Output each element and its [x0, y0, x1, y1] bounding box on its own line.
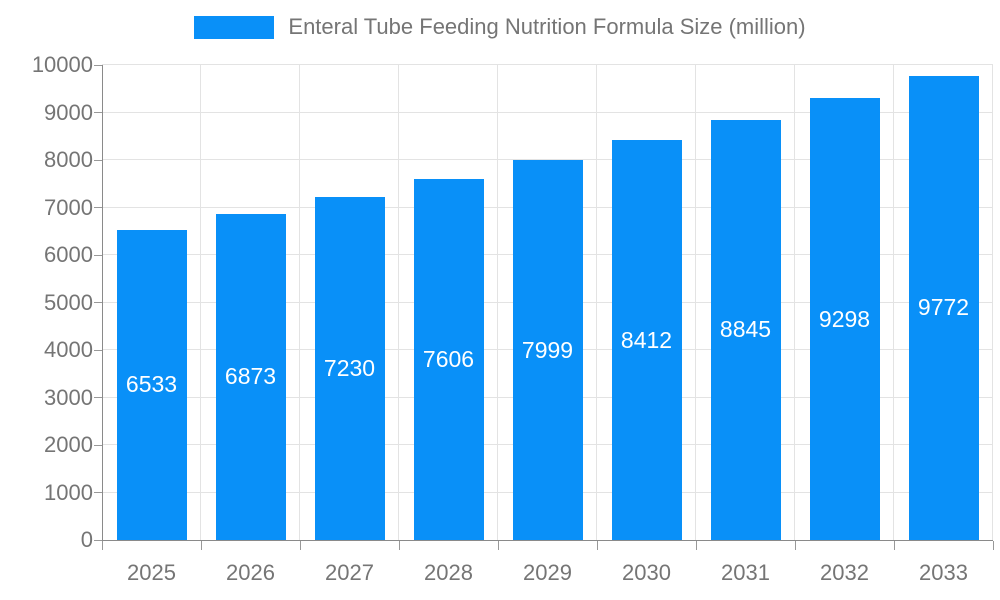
y-tick [94, 207, 102, 208]
x-axis-label: 2028 [424, 560, 473, 585]
bar[interactable]: 9772 [908, 75, 979, 540]
x-axis-label: 2031 [721, 560, 770, 585]
x-tick [498, 541, 499, 550]
y-tick [94, 64, 102, 66]
x-axis-label: 2025 [127, 560, 176, 585]
y-axis-label: 10000 [31, 52, 93, 77]
x-tick [102, 541, 103, 550]
y-tick [94, 302, 102, 303]
gridline-horizontal [102, 64, 993, 65]
y-axis-label: 0 [80, 527, 93, 552]
x-axis-label: 2026 [226, 560, 275, 585]
x-tick [795, 541, 796, 550]
bar-value-label: 8412 [620, 326, 673, 353]
y-axis-label: 4000 [44, 337, 93, 362]
y-axis-label: 8000 [44, 147, 93, 172]
gridline-vertical [794, 65, 795, 540]
y-tick [94, 539, 102, 541]
y-axis-label: 7000 [44, 194, 93, 220]
bar-value-label: 8845 [719, 316, 772, 343]
bar-value-label: 6873 [224, 363, 277, 390]
x-axis-label: 2030 [622, 560, 671, 585]
y-tick [94, 112, 102, 113]
gridline-horizontal [102, 111, 993, 113]
x-axis-label: 2032 [820, 560, 869, 585]
y-tick [94, 397, 102, 398]
x-tick [696, 541, 697, 550]
gridline-vertical [596, 65, 597, 540]
bar[interactable]: 8412 [611, 140, 682, 540]
x-tick [201, 541, 202, 550]
y-tick [94, 349, 102, 351]
bar[interactable]: 7230 [314, 196, 385, 540]
bar-value-label: 7999 [521, 336, 574, 363]
chart-legend: Enteral Tube Feeding Nutrition Formula S… [0, 14, 1000, 40]
gridline-vertical [398, 65, 399, 540]
x-axis-label: 2029 [523, 560, 572, 585]
x-axis-label: 2033 [919, 560, 968, 585]
y-axis-label: 6000 [44, 242, 93, 267]
bar[interactable]: 8845 [710, 119, 781, 540]
gridline-vertical [299, 65, 300, 540]
y-axis-label: 2000 [44, 432, 93, 457]
x-tick [894, 541, 895, 550]
y-axis-label: 1000 [44, 479, 93, 505]
gridline-vertical [893, 65, 894, 540]
gridline-vertical [497, 65, 498, 540]
bar-value-label: 6533 [125, 371, 178, 398]
x-tick [399, 541, 400, 550]
bar-value-label: 9298 [818, 305, 871, 332]
y-axis-label: 3000 [44, 384, 93, 410]
gridline-vertical [200, 65, 201, 540]
x-tick [597, 541, 598, 550]
x-axis-line [102, 540, 993, 541]
legend-label: Enteral Tube Feeding Nutrition Formula S… [288, 14, 806, 39]
x-tick [300, 541, 301, 550]
bar[interactable]: 6873 [215, 213, 286, 540]
x-tick [993, 541, 994, 550]
y-axis-line [102, 65, 103, 540]
bar-value-label: 9772 [917, 294, 970, 321]
gridline-horizontal [102, 159, 993, 160]
y-tick [94, 492, 102, 493]
y-tick [94, 159, 102, 161]
bar[interactable]: 7606 [413, 178, 484, 540]
legend-swatch [194, 15, 275, 39]
gridline-vertical [992, 65, 993, 540]
bar[interactable]: 6533 [116, 229, 187, 540]
y-axis-label: 9000 [44, 99, 93, 125]
bar[interactable]: 7999 [512, 160, 583, 540]
y-tick [94, 254, 102, 256]
y-axis-label: 5000 [44, 289, 93, 315]
y-tick [94, 444, 102, 446]
gridline-vertical [695, 65, 696, 540]
plot-area: 6533 6873 7230 7606 7999 8412 8845 9298 9772 [102, 64, 993, 540]
bar-value-label: 7606 [422, 345, 475, 372]
bar-value-label: 7230 [323, 354, 376, 381]
x-axis-label: 2027 [325, 560, 374, 585]
bar[interactable]: 9298 [809, 98, 880, 540]
